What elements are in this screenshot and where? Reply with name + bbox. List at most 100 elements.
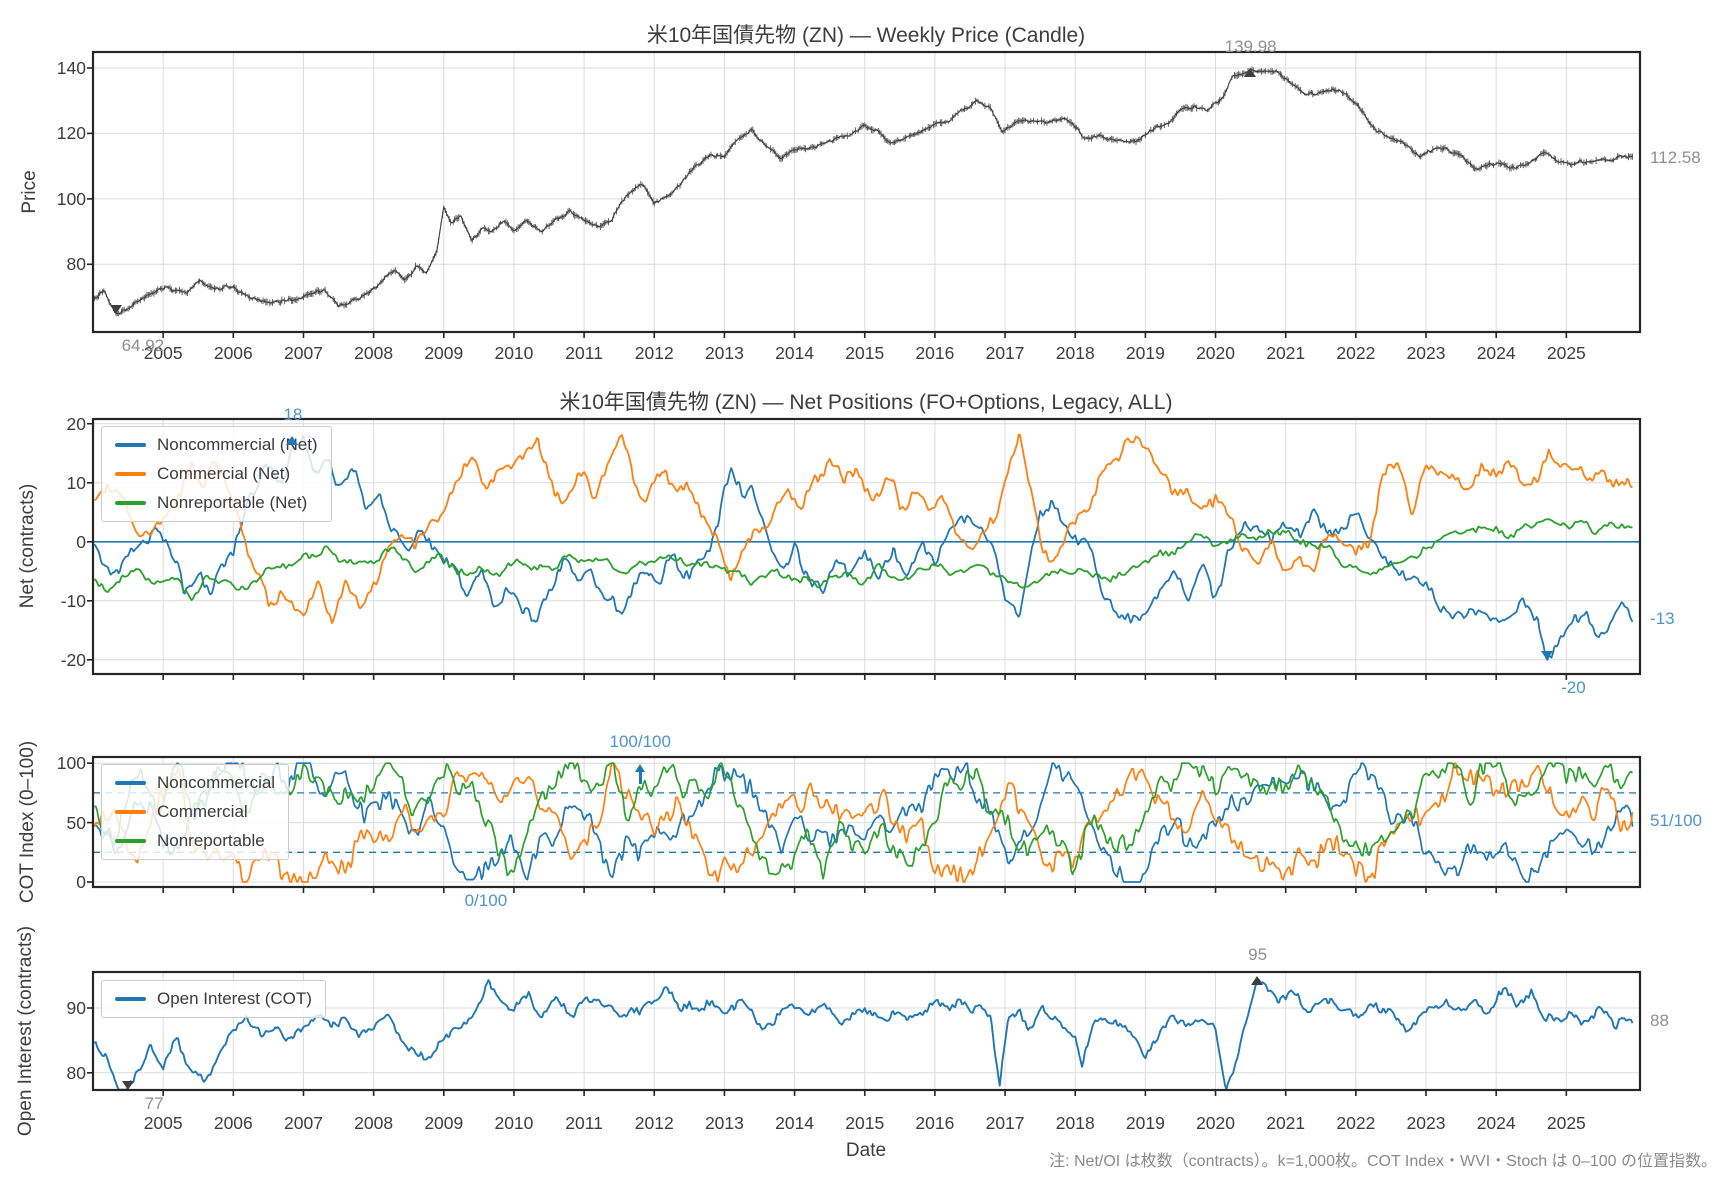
legend-label: Commercial xyxy=(157,802,248,821)
x-tick-label: 2024 xyxy=(1476,1113,1516,1133)
x-tick-label: 2005 xyxy=(143,1113,183,1133)
y-tick-label: 80 xyxy=(66,254,86,275)
x-tick-label: 2019 xyxy=(1125,343,1165,363)
x-tick-label: 2013 xyxy=(704,1113,744,1133)
net_commercial-line xyxy=(94,433,1633,624)
extreme-value-annotation: 18 xyxy=(283,404,303,424)
x-tick-label: 2009 xyxy=(424,1113,464,1133)
x-tick-label: 2006 xyxy=(213,343,253,363)
legend-label: Nonreportable xyxy=(157,831,265,850)
noncommercial-line-swatch xyxy=(115,781,146,785)
max-marker-up-triangle xyxy=(1251,975,1264,985)
legend-item: Commercial xyxy=(115,802,275,822)
price-panel xyxy=(87,50,1642,338)
y-tick-label: 0 xyxy=(76,531,86,552)
ZN Weekly Close-line xyxy=(94,68,1633,315)
last-value-annotation: -13 xyxy=(1650,608,1675,628)
x-tick-label: 2007 xyxy=(284,1113,323,1133)
x-tick-label: 2019 xyxy=(1125,1113,1165,1133)
net_noncommercial-line xyxy=(93,435,1634,661)
y-tick-label: 20 xyxy=(66,413,86,434)
x-tick-label: 2025 xyxy=(1546,1113,1586,1133)
legend-item: Commercial (Net) xyxy=(115,464,318,484)
x-tick-label: 2012 xyxy=(634,343,674,363)
x-tick-label: 2018 xyxy=(1055,1113,1095,1133)
x-tick-label: 2017 xyxy=(985,1113,1025,1133)
extreme-value-annotation: 77 xyxy=(144,1094,164,1113)
legend-item: Nonreportable xyxy=(115,831,275,851)
y-tick-label: 50 xyxy=(66,812,86,833)
legend-item: Noncommercial (Net) xyxy=(115,435,318,455)
cot_commercial-line xyxy=(93,762,1634,883)
legend-item: Noncommercial xyxy=(115,773,275,793)
extreme-value-annotation: 139.98 xyxy=(1224,37,1277,57)
x-axis-label-date: Date xyxy=(845,1140,887,1161)
x-tick-label: 2016 xyxy=(915,1113,955,1133)
x-tick-label: 2008 xyxy=(354,1113,394,1133)
last-value-annotation: 51/100 xyxy=(1650,811,1702,831)
x-tick-label: 2021 xyxy=(1266,343,1306,363)
y-tick-label: -20 xyxy=(60,649,86,670)
x-tick-label: 2014 xyxy=(775,343,815,363)
x-tick-label: 2015 xyxy=(845,1113,885,1133)
extreme-value-annotation: 95 xyxy=(1248,944,1268,964)
x-tick-label: 2023 xyxy=(1406,343,1446,363)
net-y-axis-label: Net (contracts) xyxy=(17,483,38,609)
up-arrow-head xyxy=(635,764,646,773)
x-tick-label: 2018 xyxy=(1055,343,1095,363)
x-tick-label: 2007 xyxy=(284,343,323,363)
open_interest-line xyxy=(93,977,1634,1090)
cot_noncommercial-line xyxy=(94,762,1634,883)
cot_nonreportable-line xyxy=(94,762,1634,880)
x-tick-label: 2010 xyxy=(494,1113,534,1133)
y-tick-label: 10 xyxy=(66,472,86,493)
x-tick-label: 2024 xyxy=(1476,343,1516,363)
x-tick-label: 2012 xyxy=(634,1113,674,1133)
y-tick-label: 140 xyxy=(56,58,86,79)
y-tick-label: 0 xyxy=(76,872,86,892)
y-tick-label: 90 xyxy=(66,997,86,1018)
legend-label: Open Interest (COT) xyxy=(157,989,312,1008)
open-interest-panel-legend: Open Interest (COT) xyxy=(101,980,326,1018)
x-tick-label: 2008 xyxy=(354,343,394,363)
extreme-value-annotation: 0/100 xyxy=(464,891,508,910)
nonreportable-line-swatch xyxy=(115,839,146,843)
net-panel-legend: Noncommercial (Net) Commercial (Net) Nonre… xyxy=(101,426,332,522)
net_nonreportable-line xyxy=(93,518,1633,601)
open-interest-y-axis-label: Open Interest (contracts) xyxy=(15,925,36,1137)
footnote: 注: Net/OI は枚数（contracts）。k=1,000枚。COT In… xyxy=(1049,1153,1717,1170)
min-marker-down-triangle xyxy=(1540,650,1553,660)
up-arrow-shaft xyxy=(639,771,642,785)
y-tick-label: 120 xyxy=(56,123,86,144)
x-tick-label: 2025 xyxy=(1546,343,1586,363)
net-panel xyxy=(87,417,1642,680)
y-tick-label: -10 xyxy=(60,590,86,611)
x-tick-label: 2014 xyxy=(775,1113,815,1133)
extreme-value-annotation: 100/100 xyxy=(609,732,671,752)
last-value-annotation: 88 xyxy=(1650,1010,1669,1030)
net-panel-title: 米10年国債先物 (ZN) — Net Positions (FO+Option… xyxy=(559,391,1173,414)
open_interest-line-swatch xyxy=(115,997,146,1001)
x-tick-label: 2009 xyxy=(424,343,464,363)
y-tick-label: 80 xyxy=(66,1062,86,1083)
x-tick-label: 2020 xyxy=(1196,1113,1235,1133)
commercial-line-swatch xyxy=(115,810,146,814)
legend-label: Noncommercial xyxy=(157,773,276,792)
nonreportable-line-swatch xyxy=(115,501,146,505)
x-tick-label: 2011 xyxy=(565,343,603,363)
x-tick-label: 2005 xyxy=(143,343,183,363)
price-panel-title: 米10年国債先物 (ZN) — Weekly Price (Candle) xyxy=(646,24,1086,47)
x-tick-label: 2011 xyxy=(565,1113,603,1133)
x-tick-label: 2022 xyxy=(1336,343,1376,363)
x-tick-label: 2017 xyxy=(985,343,1025,363)
extreme-value-annotation: 64.92 xyxy=(121,336,165,355)
commercial-line-swatch xyxy=(115,472,146,476)
x-tick-label: 2020 xyxy=(1196,343,1235,363)
legend-item: Nonreportable (Net) xyxy=(115,493,318,513)
legend-label: Commercial (Net) xyxy=(157,464,291,483)
x-tick-label: 2023 xyxy=(1406,1113,1446,1133)
noncommercial-line-swatch xyxy=(115,443,146,447)
extreme-value-annotation: -20 xyxy=(1561,678,1586,697)
